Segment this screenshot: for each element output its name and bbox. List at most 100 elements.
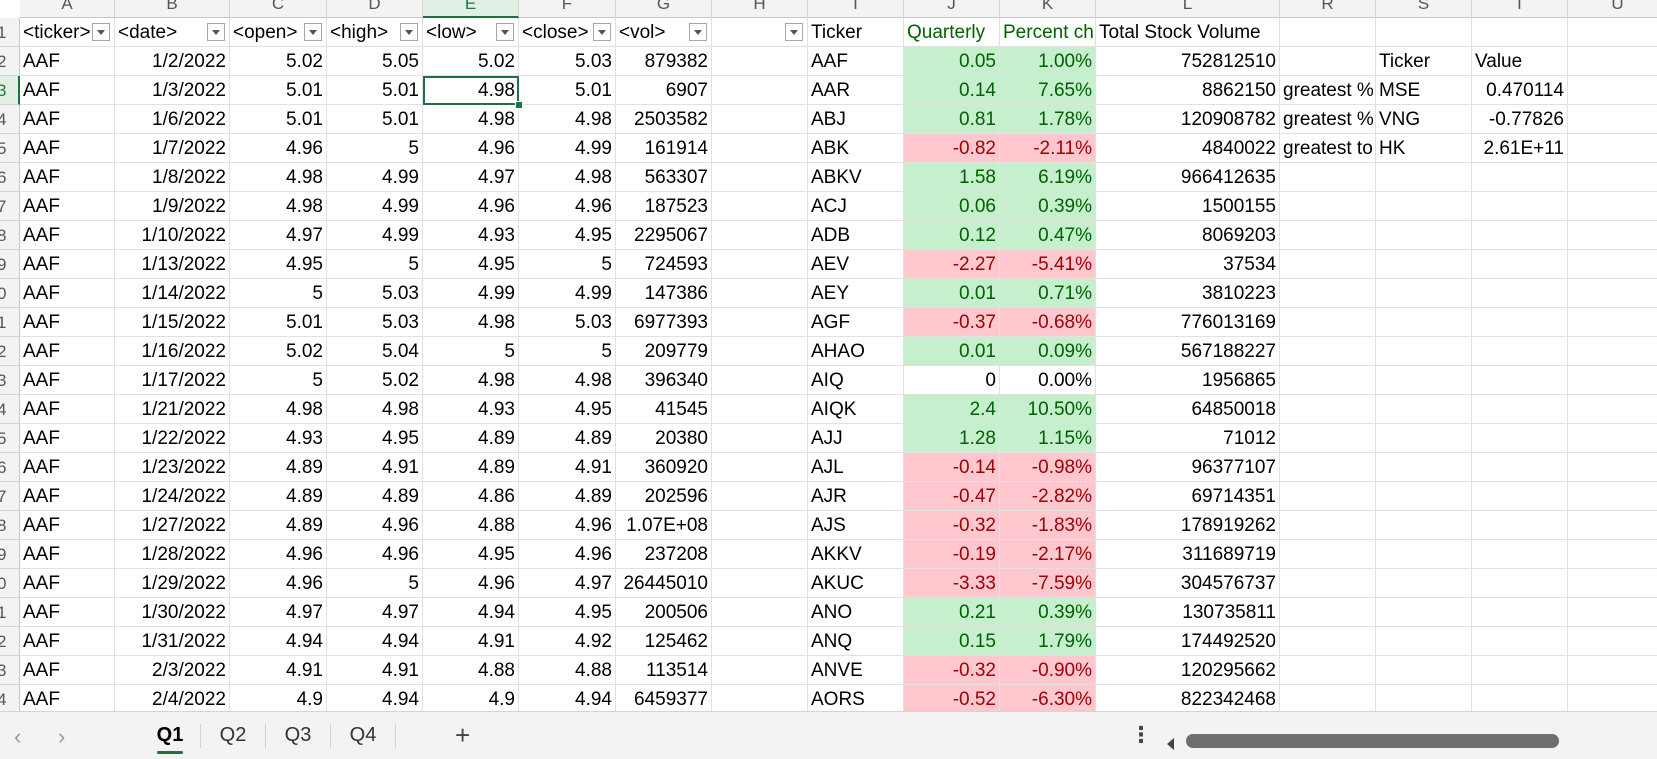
data-cell-c[interactable]: 4.97	[230, 221, 327, 250]
row-header[interactable]: 3	[0, 366, 20, 395]
data-cell-f[interactable]: 4.97	[519, 569, 616, 598]
empty-cell[interactable]	[712, 366, 808, 395]
empty-cell[interactable]	[1376, 598, 1472, 627]
data-cell-g[interactable]: 2503582	[616, 105, 712, 134]
empty-cell[interactable]	[1280, 163, 1376, 192]
empty-cell[interactable]	[712, 47, 808, 76]
data-cell-d[interactable]: 4.95	[327, 424, 423, 453]
data-cell-f[interactable]: 5	[519, 337, 616, 366]
summary-cell-k[interactable]: 7.65%	[1000, 76, 1096, 105]
header-cell-i[interactable]: Ticker	[808, 18, 904, 47]
data-cell-d[interactable]: 4.99	[327, 192, 423, 221]
column-header-b[interactable]: B	[115, 0, 230, 18]
data-cell-b[interactable]: 1/2/2022	[115, 47, 230, 76]
data-cell-g[interactable]: 360920	[616, 453, 712, 482]
data-cell-f[interactable]: 4.98	[519, 163, 616, 192]
empty-cell[interactable]	[1568, 598, 1657, 627]
empty-cell[interactable]	[1280, 511, 1376, 540]
data-cell-a[interactable]: AAF	[20, 221, 115, 250]
header-cell-j[interactable]: Quarterly	[904, 18, 1000, 47]
data-cell-d[interactable]: 4.94	[327, 685, 423, 711]
summary-cell-j[interactable]: 0.05	[904, 47, 1000, 76]
data-cell-e[interactable]: 4.97	[423, 163, 519, 192]
summary-cell-l[interactable]: 1956865	[1096, 366, 1280, 395]
empty-cell[interactable]	[1568, 685, 1657, 711]
row-header[interactable]: 2	[0, 627, 20, 656]
header-cell-r[interactable]	[1280, 18, 1376, 47]
data-cell-a[interactable]: AAF	[20, 250, 115, 279]
data-cell-b[interactable]: 1/14/2022	[115, 279, 230, 308]
column-header-r[interactable]: R	[1280, 0, 1376, 18]
summary-cell-j[interactable]: 0.15	[904, 627, 1000, 656]
tab-q2[interactable]: Q2	[219, 724, 247, 746]
data-cell-f[interactable]: 4.99	[519, 134, 616, 163]
empty-cell[interactable]	[1280, 656, 1376, 685]
data-cell-a[interactable]: AAF	[20, 76, 115, 105]
column-header-a[interactable]: A	[20, 0, 115, 18]
data-cell-e[interactable]: 5.02	[423, 47, 519, 76]
summary-cell-i[interactable]: AGF	[808, 308, 904, 337]
summary-cell-l[interactable]: 120908782	[1096, 105, 1280, 134]
empty-cell[interactable]	[1472, 511, 1568, 540]
data-cell-a[interactable]: AAF	[20, 105, 115, 134]
summary-cell-k[interactable]: -6.30%	[1000, 685, 1096, 711]
summary-cell-j[interactable]: -0.47	[904, 482, 1000, 511]
data-cell-b[interactable]: 1/13/2022	[115, 250, 230, 279]
column-header-f[interactable]: F	[519, 0, 616, 18]
data-cell-a[interactable]: AAF	[20, 192, 115, 221]
data-cell-e[interactable]: 4.96	[423, 192, 519, 221]
data-cell-d[interactable]: 5.01	[327, 105, 423, 134]
empty-cell[interactable]	[1376, 540, 1472, 569]
header-cell-u[interactable]	[1568, 18, 1657, 47]
summary-cell-k[interactable]: -0.98%	[1000, 453, 1096, 482]
data-cell-e[interactable]: 4.9	[423, 685, 519, 711]
summary-cell-k[interactable]: 6.19%	[1000, 163, 1096, 192]
data-cell-f[interactable]: 4.96	[519, 511, 616, 540]
greatest-cell-t[interactable]: 2.61E+11	[1472, 134, 1568, 163]
empty-cell[interactable]	[1280, 482, 1376, 511]
data-cell-e[interactable]: 4.99	[423, 279, 519, 308]
summary-cell-i[interactable]: ABKV	[808, 163, 904, 192]
column-header-g[interactable]: G	[616, 0, 712, 18]
data-cell-e[interactable]: 4.88	[423, 511, 519, 540]
summary-cell-j[interactable]: 0.06	[904, 192, 1000, 221]
summary-cell-i[interactable]: ANVE	[808, 656, 904, 685]
empty-cell[interactable]	[1376, 192, 1472, 221]
empty-cell[interactable]	[1280, 47, 1376, 76]
data-cell-f[interactable]: 4.94	[519, 685, 616, 711]
summary-cell-j[interactable]: -0.32	[904, 511, 1000, 540]
data-cell-f[interactable]: 4.95	[519, 221, 616, 250]
summary-cell-l[interactable]: 1500155	[1096, 192, 1280, 221]
data-cell-d[interactable]: 4.98	[327, 395, 423, 424]
filter-dropdown-icon[interactable]	[207, 23, 225, 41]
tab-scroll-right-icon[interactable]: ›	[58, 724, 66, 749]
data-cell-f[interactable]: 5.01	[519, 76, 616, 105]
column-header-j[interactable]: J	[904, 0, 1000, 18]
data-cell-c[interactable]: 5.02	[230, 47, 327, 76]
column-header-h[interactable]: H	[712, 0, 808, 18]
data-cell-c[interactable]: 5.02	[230, 337, 327, 366]
summary-cell-i[interactable]: ADB	[808, 221, 904, 250]
data-cell-b[interactable]: 1/16/2022	[115, 337, 230, 366]
summary-cell-k[interactable]: -0.68%	[1000, 308, 1096, 337]
data-cell-b[interactable]: 2/3/2022	[115, 656, 230, 685]
data-cell-f[interactable]: 4.91	[519, 453, 616, 482]
data-cell-c[interactable]: 4.98	[230, 163, 327, 192]
filter-dropdown-icon[interactable]	[400, 23, 418, 41]
summary-cell-i[interactable]: AJS	[808, 511, 904, 540]
header-cell-t[interactable]	[1472, 18, 1568, 47]
empty-cell[interactable]	[712, 656, 808, 685]
data-cell-f[interactable]: 4.88	[519, 656, 616, 685]
summary-cell-l[interactable]: 71012	[1096, 424, 1280, 453]
empty-cell[interactable]	[712, 279, 808, 308]
data-cell-e[interactable]: 4.95	[423, 540, 519, 569]
data-cell-f[interactable]: 4.98	[519, 366, 616, 395]
summary-cell-j[interactable]: -2.27	[904, 250, 1000, 279]
data-cell-b[interactable]: 1/24/2022	[115, 482, 230, 511]
data-cell-g[interactable]: 113514	[616, 656, 712, 685]
data-cell-b[interactable]: 1/8/2022	[115, 163, 230, 192]
data-cell-g[interactable]: 2295067	[616, 221, 712, 250]
data-cell-d[interactable]: 5.03	[327, 308, 423, 337]
row-header[interactable]: 1	[0, 308, 20, 337]
empty-cell[interactable]	[712, 598, 808, 627]
